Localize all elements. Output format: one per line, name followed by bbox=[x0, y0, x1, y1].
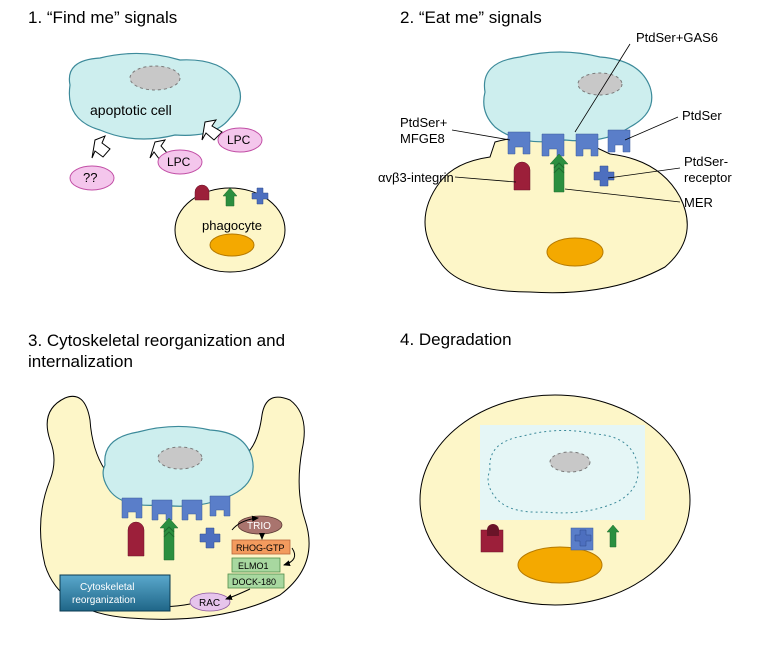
panel1-diagram: apoptotic cell LPC LPC ?? phagocyte bbox=[10, 30, 350, 290]
svg-text:RAC: RAC bbox=[199, 598, 220, 609]
svg-text:TRIO: TRIO bbox=[247, 521, 271, 532]
label-mer: MER bbox=[684, 195, 713, 211]
svg-text:reorganization: reorganization bbox=[72, 595, 135, 606]
svg-text:ELMO1: ELMO1 bbox=[238, 561, 269, 571]
panel3-diagram: TRIO RHOG-GTP ELMO1 DOCK-180 RAC Cytoske… bbox=[10, 370, 350, 650]
svg-text:??: ?? bbox=[83, 170, 97, 185]
label-ptdser-gas6: PtdSer+GAS6 bbox=[636, 30, 718, 46]
svg-text:LPC: LPC bbox=[167, 155, 191, 169]
label-ptdser: PtdSer bbox=[682, 108, 722, 124]
label-ptdser-receptor: PtdSer- receptor bbox=[684, 154, 732, 185]
svg-text:phagocyte: phagocyte bbox=[202, 218, 262, 233]
panel3-title: 3. Cytoskeletal reorganization and inter… bbox=[28, 330, 285, 373]
panel4-title: 4. Degradation bbox=[400, 330, 512, 350]
svg-text:Cytoskeletal: Cytoskeletal bbox=[80, 582, 134, 593]
panel4-diagram bbox=[395, 370, 735, 630]
svg-text:LPC: LPC bbox=[227, 133, 251, 147]
svg-text:DOCK-180: DOCK-180 bbox=[232, 577, 276, 587]
label-integrin: αvβ3-integrin bbox=[378, 170, 454, 186]
svg-text:apoptotic cell: apoptotic cell bbox=[90, 102, 172, 118]
panel1-title: 1. “Find me” signals bbox=[28, 8, 177, 28]
label-ptdser-mfge8: PtdSer+ MFGE8 bbox=[400, 115, 447, 146]
svg-text:RHOG-GTP: RHOG-GTP bbox=[236, 543, 285, 553]
